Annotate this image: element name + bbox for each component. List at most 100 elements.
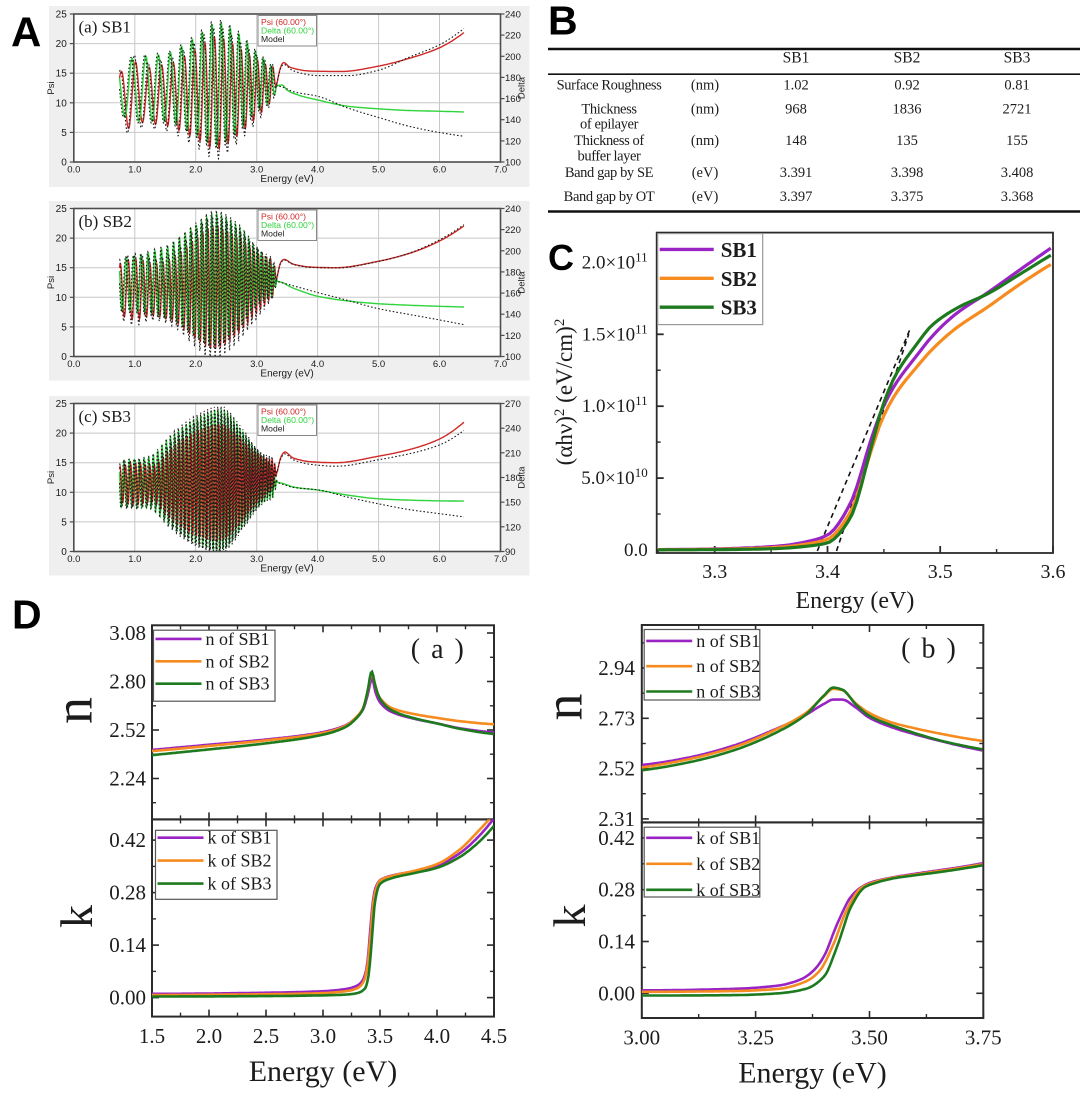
svg-text:Model: Model [261, 34, 284, 44]
svg-text:k: k [51, 905, 102, 928]
svg-text:3.398: 3.398 [891, 165, 924, 181]
svg-text:240: 240 [505, 204, 521, 215]
svg-text:(nm): (nm) [691, 78, 719, 94]
svg-text:2.24: 2.24 [109, 767, 146, 791]
svg-text:1.0: 1.0 [128, 359, 141, 370]
svg-text:200: 200 [505, 246, 521, 257]
svg-text:(nm): (nm) [691, 102, 719, 118]
svg-text:SB1: SB1 [721, 238, 757, 262]
svg-text:140: 140 [505, 310, 521, 321]
svg-text:D: D [12, 591, 42, 637]
svg-text:3.3: 3.3 [702, 561, 727, 583]
svg-text:k of SB3: k of SB3 [208, 874, 272, 894]
svg-text:5.0: 5.0 [372, 165, 385, 176]
svg-text:Model: Model [261, 229, 284, 239]
svg-text:Band gap by SE: Band gap by SE [565, 165, 654, 181]
svg-text:3.6: 3.6 [1041, 561, 1066, 583]
svg-text:0.0: 0.0 [67, 359, 80, 370]
svg-text:0.14: 0.14 [109, 933, 146, 957]
svg-text:968: 968 [785, 102, 807, 118]
svg-text:Delta (60.00°): Delta (60.00°) [261, 415, 314, 425]
svg-text:Delta (60.00°): Delta (60.00°) [261, 26, 314, 36]
svg-text:0.0: 0.0 [624, 540, 648, 561]
svg-text:240: 240 [505, 424, 521, 435]
svg-text:B: B [548, 0, 578, 44]
svg-text:3.75: 3.75 [965, 1025, 1002, 1049]
svg-text:0.14: 0.14 [598, 930, 635, 954]
svg-text:10: 10 [56, 98, 68, 109]
svg-text:0.28: 0.28 [598, 878, 635, 902]
svg-text:n of SB1: n of SB1 [206, 629, 270, 649]
svg-text:1.0: 1.0 [128, 165, 141, 176]
svg-text:4.5: 4.5 [481, 1024, 507, 1048]
svg-text:1.02: 1.02 [783, 78, 808, 94]
svg-text:15: 15 [56, 69, 68, 80]
svg-text:2.0: 2.0 [189, 359, 202, 370]
svg-text:5: 5 [61, 128, 67, 139]
svg-text:4.0: 4.0 [311, 165, 324, 176]
svg-text:n of SB3: n of SB3 [696, 682, 760, 702]
svg-text:120: 120 [505, 522, 521, 533]
svg-text:7.0: 7.0 [494, 165, 507, 176]
svg-text:220: 220 [505, 31, 521, 42]
svg-text:6.0: 6.0 [433, 359, 446, 370]
svg-text:SB2: SB2 [721, 267, 757, 291]
svg-text:Psi: Psi [46, 471, 57, 484]
svg-text:2.94: 2.94 [598, 656, 635, 680]
svg-text:Energy (eV): Energy (eV) [249, 1055, 398, 1088]
svg-text:2.0: 2.0 [189, 554, 202, 565]
svg-text:160: 160 [505, 94, 521, 105]
svg-text:Energy (eV): Energy (eV) [260, 369, 313, 380]
svg-text:SB3: SB3 [721, 296, 757, 320]
svg-text:(b) SB2: (b) SB2 [79, 212, 132, 231]
svg-text:210: 210 [505, 448, 521, 459]
svg-text:140: 140 [505, 115, 521, 126]
svg-text:7.0: 7.0 [494, 359, 507, 370]
svg-text:10: 10 [56, 293, 68, 304]
svg-text:C: C [548, 237, 574, 278]
svg-text:3.50: 3.50 [851, 1025, 888, 1049]
svg-text:1.0: 1.0 [128, 554, 141, 565]
svg-text:3.5: 3.5 [367, 1024, 393, 1048]
svg-text:2.5: 2.5 [253, 1024, 279, 1048]
svg-text:Model: Model [261, 424, 284, 434]
svg-text:240: 240 [505, 10, 521, 21]
svg-text:k of SB1: k of SB1 [696, 828, 760, 848]
svg-text:0.28: 0.28 [109, 881, 146, 905]
svg-text:n: n [44, 697, 104, 724]
svg-text:buffer layer: buffer layer [578, 148, 642, 164]
svg-text:3.397: 3.397 [780, 189, 813, 205]
svg-text:(αhν)2 (eV/cm)2: (αhν)2 (eV/cm)2 [552, 319, 577, 466]
svg-text:SB3: SB3 [1004, 50, 1031, 67]
svg-text:3.391: 3.391 [780, 165, 813, 181]
svg-text:220: 220 [505, 225, 521, 236]
svg-text:15: 15 [56, 263, 68, 274]
svg-text:2.52: 2.52 [109, 718, 146, 742]
svg-text:148: 148 [785, 133, 807, 149]
svg-text:Energy (eV): Energy (eV) [260, 564, 313, 575]
svg-text:Psi: Psi [46, 276, 57, 289]
svg-text:15: 15 [56, 458, 68, 469]
svg-text:6.0: 6.0 [433, 165, 446, 176]
svg-text:0.92: 0.92 [894, 78, 919, 94]
svg-text:2721: 2721 [1003, 102, 1032, 118]
svg-text:20: 20 [56, 429, 68, 440]
svg-text:2.80: 2.80 [109, 670, 146, 694]
svg-text:5.0: 5.0 [372, 554, 385, 565]
svg-text:180: 180 [505, 73, 521, 84]
svg-text:(eV): (eV) [692, 189, 719, 205]
svg-text:k: k [544, 905, 595, 928]
svg-text:155: 155 [1006, 133, 1028, 149]
svg-text:Delta: Delta [517, 271, 528, 294]
svg-text:k of SB1: k of SB1 [208, 828, 272, 848]
svg-text:n: n [534, 694, 594, 721]
svg-text:of epilayer: of epilayer [580, 117, 639, 133]
svg-text:Psi (60.00°): Psi (60.00°) [261, 212, 306, 222]
svg-text:(nm): (nm) [691, 133, 719, 149]
svg-text:Thickness of: Thickness of [574, 133, 644, 149]
svg-text:2.73: 2.73 [598, 706, 635, 730]
svg-text:90: 90 [505, 547, 516, 558]
svg-text:0.00: 0.00 [598, 981, 635, 1005]
svg-text:Energy (eV): Energy (eV) [795, 588, 914, 614]
svg-text:0.00: 0.00 [109, 986, 146, 1010]
